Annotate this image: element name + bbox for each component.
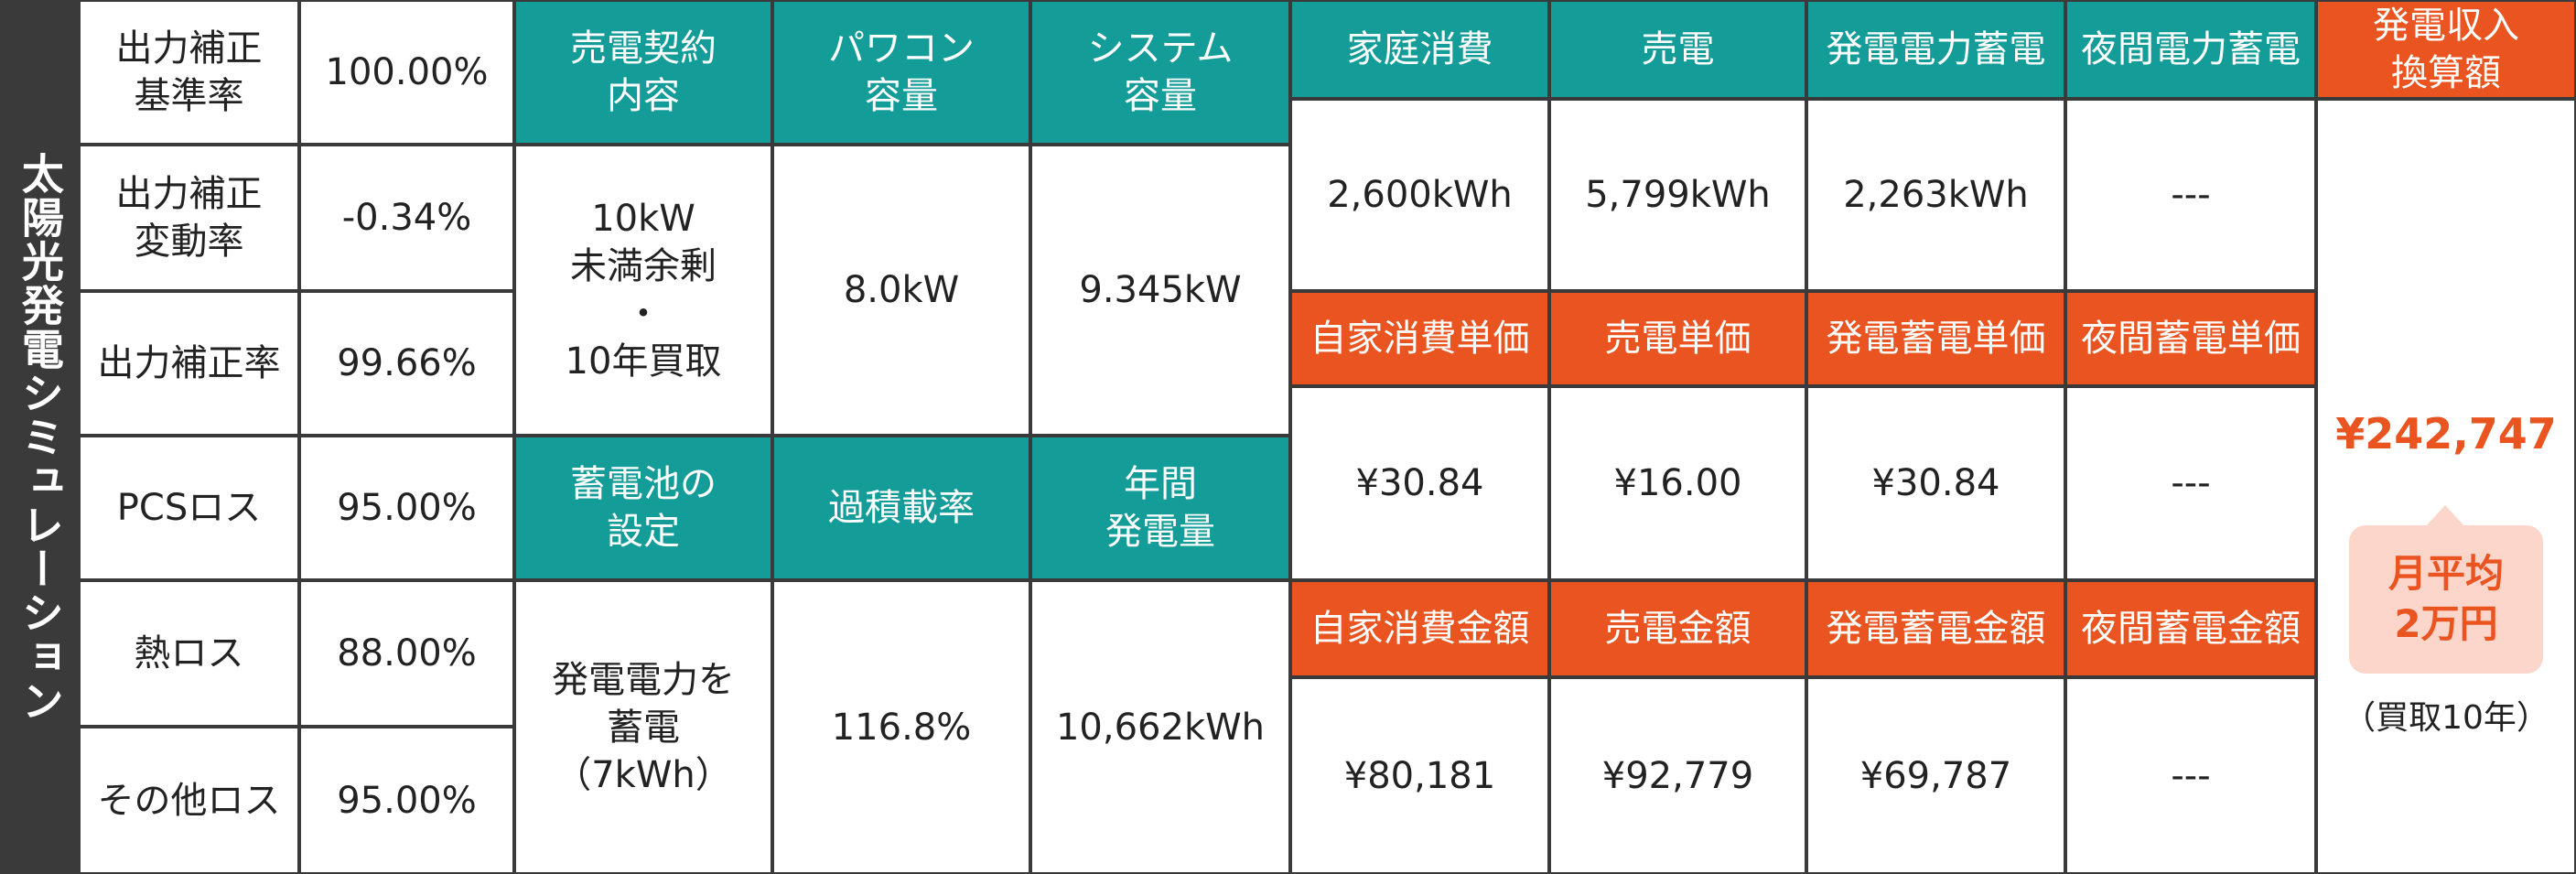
value: ¥30.84	[1808, 388, 2064, 578]
row-label: 出力補正 変動率	[81, 146, 297, 289]
value: ¥30.84	[1292, 388, 1547, 578]
row-value: -0.34%	[301, 146, 512, 289]
value: 2,263kWh	[1808, 101, 2064, 289]
header: 自家消費単価	[1292, 293, 1547, 384]
header: 発電蓄電金額	[1808, 582, 2064, 675]
income-badge: 月平均 2万円	[2349, 525, 2543, 674]
setting-value: 10kW 未満余剰 ・ 10年買取	[516, 146, 771, 434]
header: 売電	[1551, 2, 1805, 97]
value: ¥69,787	[1808, 679, 2064, 872]
value: ---	[2067, 679, 2314, 872]
header: 発電電力蓄電	[1808, 2, 2064, 97]
header: 自家消費金額	[1292, 582, 1547, 675]
setting-value: 9.345kW	[1032, 146, 1288, 434]
vertical-title: 太陽光発電シミュレーション	[0, 0, 79, 874]
row-value: 95.00%	[301, 437, 512, 578]
row-value: 99.66%	[301, 293, 512, 434]
row-label: 熱ロス	[81, 582, 297, 725]
teal-header: 年間 発電量	[1032, 437, 1288, 578]
header: 家庭消費	[1292, 2, 1547, 97]
row-label: 出力補正 基準率	[81, 2, 297, 143]
income-cell	[2318, 101, 2574, 872]
value: ---	[2067, 101, 2314, 289]
value: ¥16.00	[1551, 388, 1805, 578]
value: ¥80,181	[1292, 679, 1547, 872]
value: 5,799kWh	[1551, 101, 1805, 289]
row-value: 95.00%	[301, 728, 512, 872]
income-header: 発電収入 換算額	[2318, 2, 2574, 97]
badge-pointer	[2425, 505, 2465, 527]
teal-header: 過積載率	[774, 437, 1029, 578]
setting-value: 116.8%	[774, 582, 1029, 872]
setting-value: 10,662kWh	[1032, 582, 1288, 872]
header: 売電単価	[1551, 293, 1805, 384]
row-label: その他ロス	[81, 728, 297, 872]
header: 夜間蓄電単価	[2067, 293, 2314, 384]
income-note: （買取10年）	[2343, 698, 2549, 737]
setting-value: 8.0kW	[774, 146, 1029, 434]
value: ¥92,779	[1551, 679, 1805, 872]
setting-value: 発電電力を 蓄電 （7kWh）	[516, 582, 771, 872]
header: 夜間蓄電金額	[2067, 582, 2314, 675]
row-label: 出力補正率	[81, 293, 297, 434]
row-value: 88.00%	[301, 582, 512, 725]
teal-header: 蓄電池の 設定	[516, 437, 771, 578]
teal-header: 売電契約 内容	[516, 2, 771, 143]
row-label: PCSロス	[81, 437, 297, 578]
income-value: ¥242,747	[2335, 409, 2557, 459]
row-value: 100.00%	[301, 2, 512, 143]
teal-header: システム 容量	[1032, 2, 1288, 143]
teal-header: パワコン 容量	[774, 2, 1029, 143]
header: 夜間電力蓄電	[2067, 2, 2314, 97]
header: 売電金額	[1551, 582, 1805, 675]
header: 発電蓄電単価	[1808, 293, 2064, 384]
value: 2,600kWh	[1292, 101, 1547, 289]
value: ---	[2067, 388, 2314, 578]
